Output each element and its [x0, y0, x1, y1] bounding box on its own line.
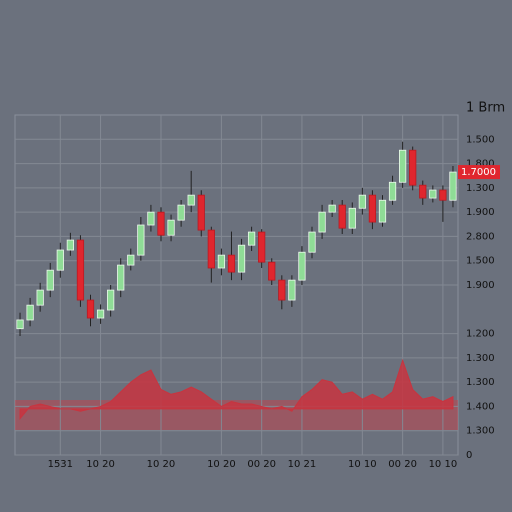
candle-body: [278, 279, 286, 301]
x-tick-label: 10 20: [147, 459, 176, 470]
candle-body: [298, 251, 306, 281]
candle-body: [76, 239, 85, 301]
axis-title: 1 Brm: [466, 101, 505, 116]
y-tick-label: 1.900: [466, 280, 495, 291]
candle-body: [388, 181, 397, 201]
candle-body: [288, 279, 296, 301]
x-tick-label: 10 20: [207, 459, 236, 470]
candle-body: [378, 199, 387, 223]
y-tick-label: 1.500: [466, 134, 495, 145]
y-tick-label: 1.300: [466, 183, 495, 194]
candle-body: [237, 244, 246, 273]
candle-body: [117, 264, 125, 291]
y-tick-label: 0: [466, 450, 472, 461]
candle-body: [187, 194, 195, 206]
x-tick-label: 10 10: [429, 459, 458, 470]
y-tick-label: 1.900: [466, 207, 495, 218]
x-tick-label: 10 21: [288, 459, 317, 470]
candle-body: [318, 211, 326, 233]
y-tick-label: 1.500: [466, 256, 495, 267]
candle-body: [177, 204, 185, 221]
candle-body: [86, 299, 95, 319]
candle-body: [439, 189, 447, 201]
candle-body: [207, 229, 215, 269]
candle-body: [197, 194, 205, 231]
candle-body: [127, 254, 135, 266]
y-tick-label: 1.400: [466, 401, 495, 412]
y-tick-label: 2.800: [466, 231, 495, 242]
y-tick-label: 1.300: [466, 377, 495, 388]
candle-body: [107, 289, 115, 311]
candle-body: [258, 231, 266, 263]
candle-body: [96, 309, 105, 319]
y-tick-label: 1.300: [466, 353, 495, 364]
candle-body: [429, 189, 437, 199]
candle-body: [147, 211, 155, 226]
candle-body: [56, 249, 64, 271]
volume-area: [19, 358, 454, 420]
candle-body: [449, 171, 457, 201]
candle-body: [348, 207, 356, 229]
candle-body: [217, 254, 226, 269]
y-tick-label: 1.800: [466, 159, 495, 170]
candle-body: [157, 211, 165, 236]
candle-body: [247, 231, 256, 246]
x-tick-label: 00 20: [247, 459, 276, 470]
candle-body: [66, 239, 74, 251]
x-tick-label: 00 20: [388, 459, 417, 470]
candle-body: [328, 204, 336, 213]
candle-body: [308, 231, 316, 253]
candle-body: [419, 184, 427, 199]
x-tick-label: 10 20: [86, 459, 115, 470]
y-tick-label: 1.300: [466, 426, 495, 437]
candle-body: [46, 269, 54, 291]
price-label: 1.7000: [461, 167, 496, 178]
candle-body: [338, 204, 346, 229]
candle-body: [137, 224, 145, 256]
y-tick-label: 1.200: [466, 329, 495, 340]
candle-body: [227, 254, 236, 273]
candle-body: [16, 319, 24, 330]
x-tick-label: 10 10: [348, 459, 377, 470]
candle-body: [167, 219, 175, 236]
candle-body: [26, 304, 34, 321]
candle-body: [36, 289, 44, 306]
candle-body: [268, 261, 276, 281]
x-tick-label: 1531: [48, 459, 73, 470]
candle-body: [399, 149, 407, 183]
candle-body: [368, 194, 377, 223]
candle-body: [409, 149, 417, 186]
price-marker: [458, 165, 500, 180]
candle-body: [358, 194, 366, 209]
